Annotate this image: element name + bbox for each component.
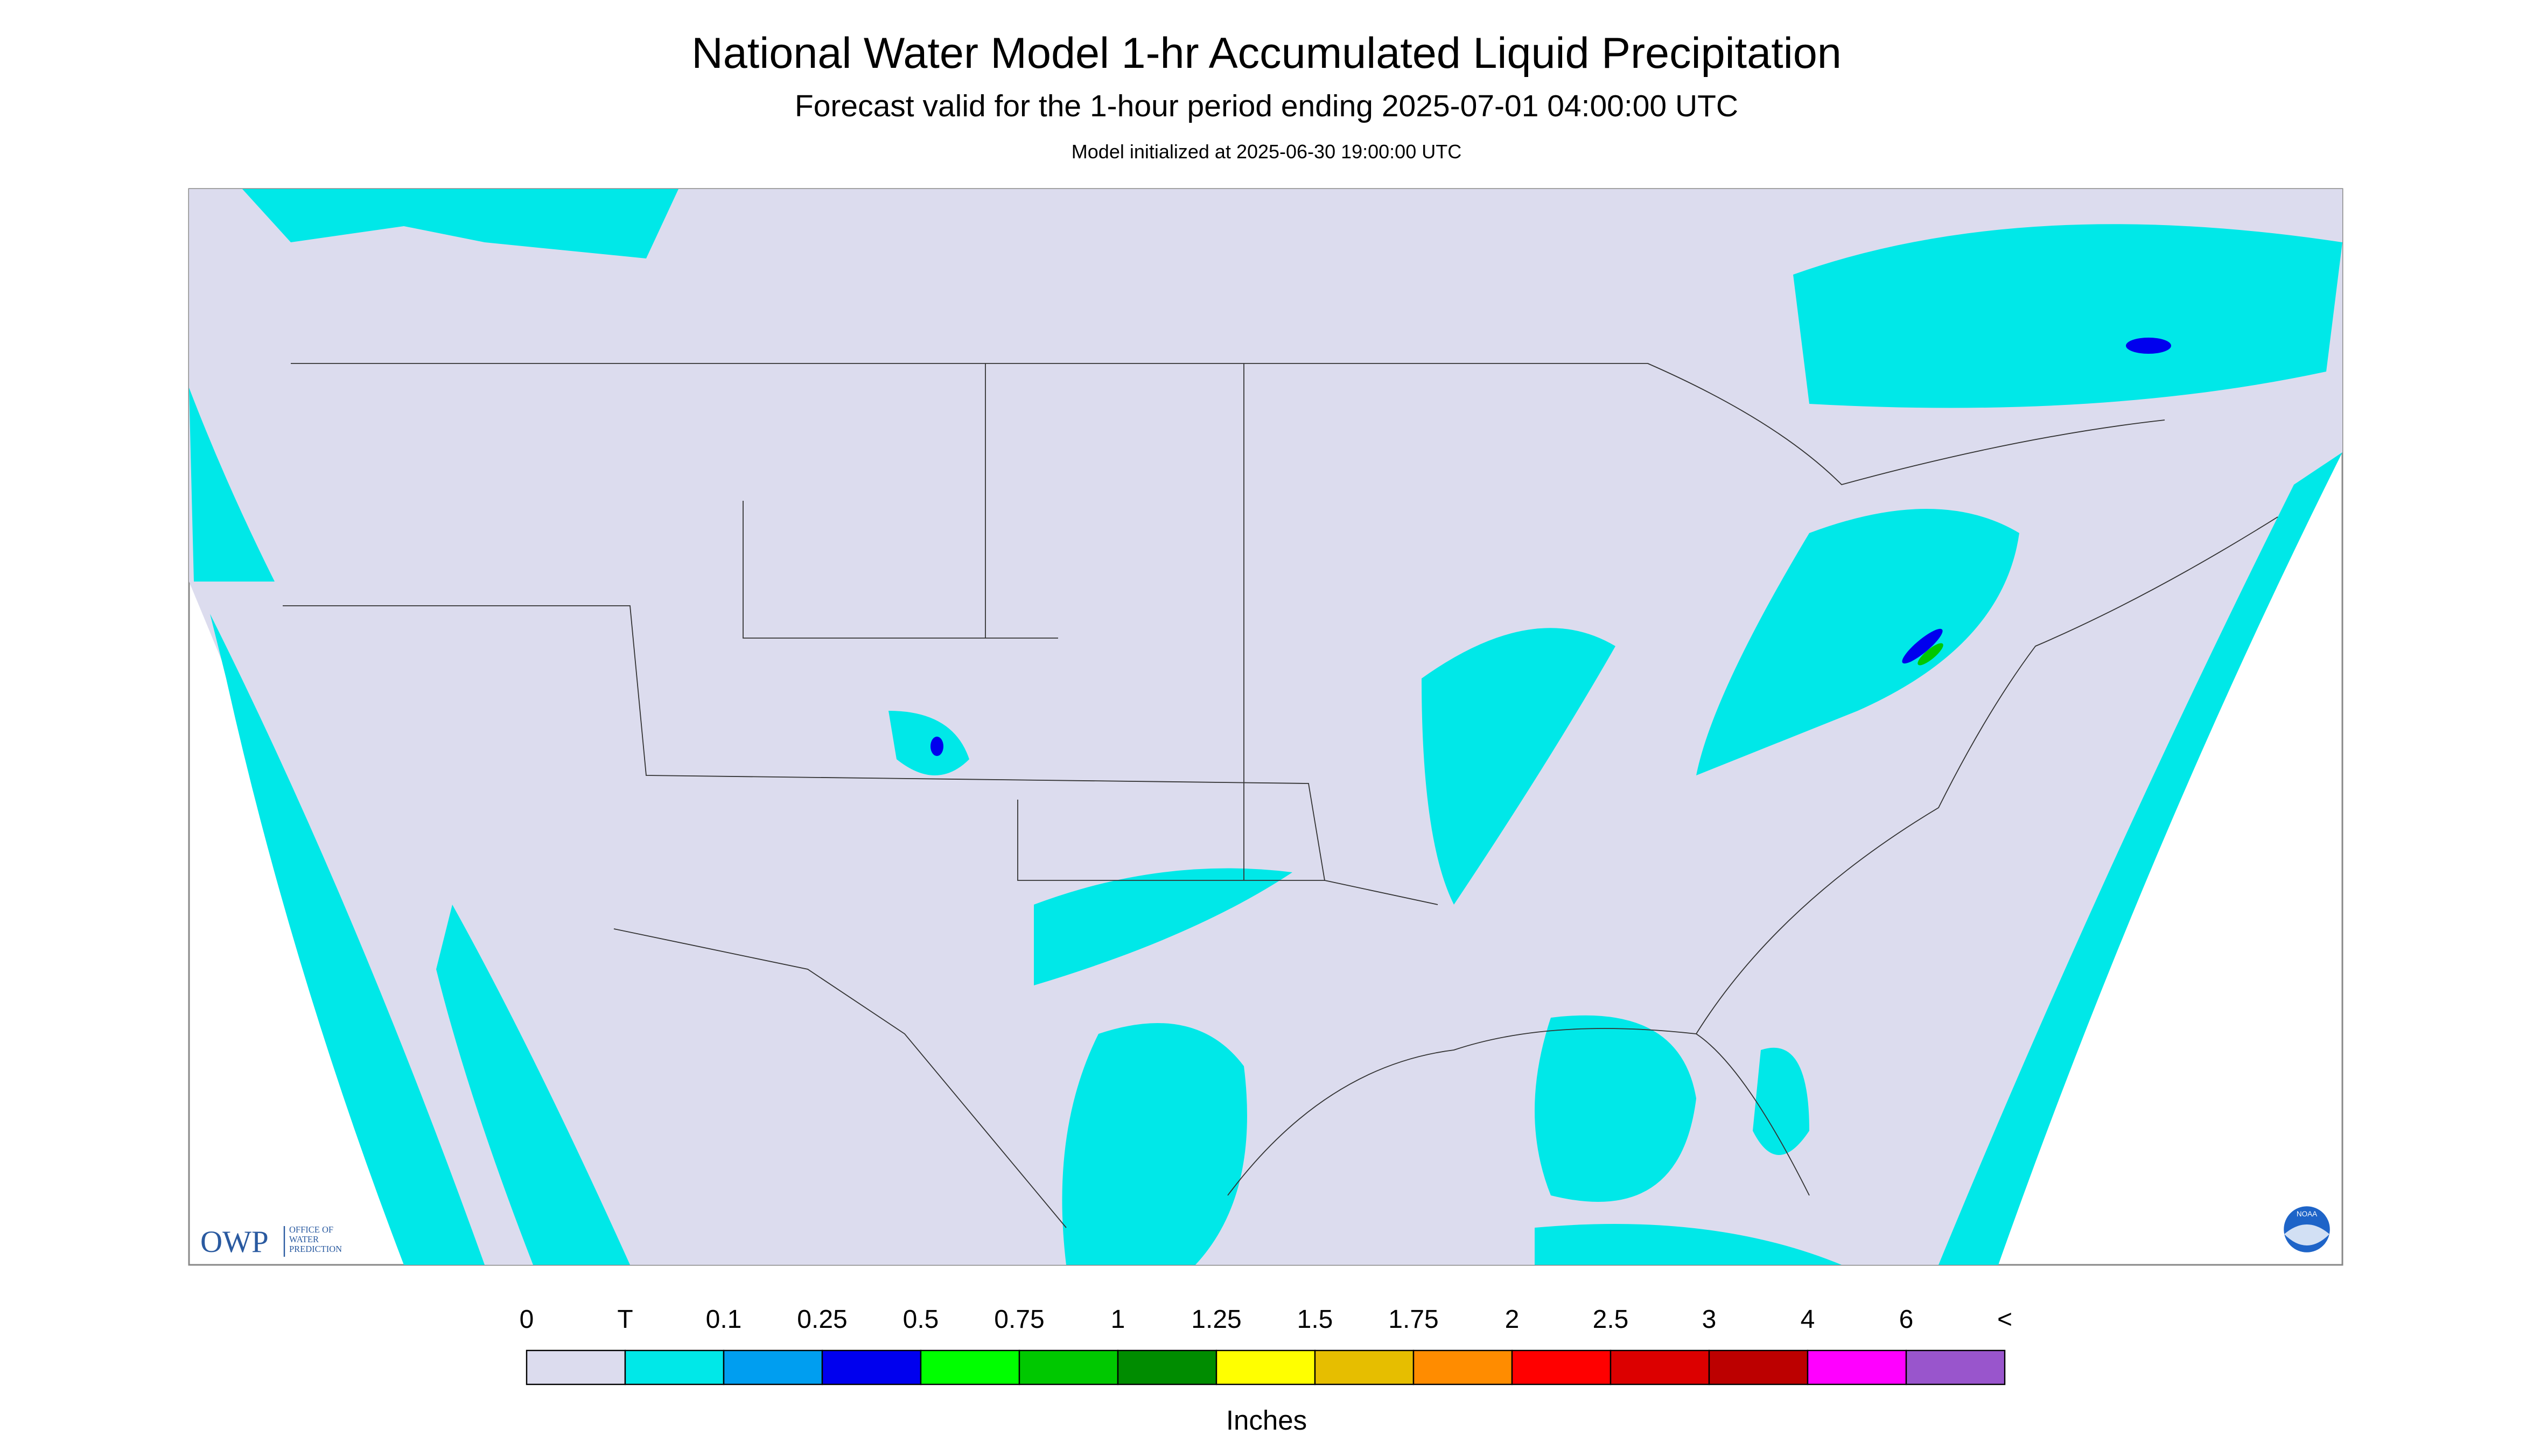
legend-label: 2.5 xyxy=(1593,1305,1629,1334)
noaa-logo-wave xyxy=(2284,1224,2329,1246)
legend: Inches 0 T 0.1 0.25 0.5 0.75 1 1.25 1.5 1.75 2 2.5 3… xyxy=(520,1305,2012,1436)
owp-logo-text: PREDICTION xyxy=(289,1244,342,1254)
precip-area xyxy=(1696,509,2019,776)
owp-logo-text: WATER xyxy=(289,1234,319,1244)
map: OWP OFFICE OF WATER PREDICTION NOAA xyxy=(188,188,2343,1266)
legend-label: 2 xyxy=(1505,1305,1520,1334)
legend-label: 1 xyxy=(1111,1305,1125,1334)
legend-swatch xyxy=(1018,1349,1119,1385)
legend-label: 3 xyxy=(1702,1305,1717,1334)
coast-line xyxy=(1696,516,2278,1034)
precip-area xyxy=(1535,1224,1842,1265)
legend-label: 1.25 xyxy=(1191,1305,1241,1334)
legend-swatch xyxy=(1215,1349,1316,1385)
legend-label: 0.75 xyxy=(994,1305,1044,1334)
boundaries xyxy=(283,363,2278,1228)
precip-area xyxy=(1753,1047,1809,1156)
legend-swatch xyxy=(1708,1349,1809,1385)
owp-logo: OWP xyxy=(200,1225,269,1259)
precip-area xyxy=(1034,868,1292,986)
precip-area xyxy=(189,388,275,582)
precip-area xyxy=(1422,628,1615,905)
precip-area xyxy=(1535,1015,1696,1202)
precip-area xyxy=(1939,452,2342,1265)
legend-swatch xyxy=(723,1349,823,1385)
precip-area xyxy=(930,737,943,757)
subtitle: Forecast valid for the 1-hour period end… xyxy=(795,89,1738,123)
init-time: Model initialized at 2025-06-30 19:00:00… xyxy=(1072,141,1461,163)
owp-logo-text: OFFICE OF xyxy=(289,1224,333,1235)
precip-heavy xyxy=(930,338,2171,757)
legend-label: T xyxy=(617,1305,633,1334)
legend-swatch xyxy=(1117,1349,1217,1385)
precip-area xyxy=(1062,1023,1247,1265)
border-line xyxy=(613,928,1067,1228)
title: National Water Model 1-hr Accumulated Li… xyxy=(691,29,1842,78)
legend-label: 0.25 xyxy=(797,1305,847,1334)
legend-unit: Inches xyxy=(1226,1405,1307,1436)
precip-area xyxy=(1793,224,2342,408)
legend-label: 1.75 xyxy=(1388,1305,1438,1334)
precip-area xyxy=(210,614,485,1265)
legend-label: 0 xyxy=(520,1305,534,1334)
legend-label: 6 xyxy=(1899,1305,1914,1334)
legend-swatch xyxy=(1807,1349,1907,1385)
coast-line xyxy=(1227,1028,1810,1196)
precip-area xyxy=(1918,643,1943,666)
precip-area xyxy=(436,905,630,1265)
map-domain xyxy=(189,189,2342,1265)
legend-swatch xyxy=(526,1349,626,1385)
legend-swatch xyxy=(1412,1349,1513,1385)
state-line xyxy=(283,605,1438,905)
legend-swatch xyxy=(1610,1349,1710,1385)
legend-label: 4 xyxy=(1801,1305,1815,1334)
legend-label: < xyxy=(1997,1305,2012,1334)
legend-label: 0.5 xyxy=(903,1305,939,1334)
state-line xyxy=(743,363,1325,881)
precip-area xyxy=(2126,338,2171,354)
legend-label: 1.5 xyxy=(1297,1305,1333,1334)
border-line xyxy=(291,363,2165,486)
precip-areas xyxy=(189,189,2342,1265)
precip-area xyxy=(242,189,678,259)
noaa-logo-text: NOAA xyxy=(2297,1210,2317,1218)
legend-swatch xyxy=(1905,1349,2006,1385)
precip-area xyxy=(888,711,969,776)
legend-swatch xyxy=(821,1349,922,1385)
precip-area xyxy=(1902,628,1943,664)
legend-swatch xyxy=(624,1349,725,1385)
legend-swatch xyxy=(920,1349,1020,1385)
legend-swatch xyxy=(1314,1349,1415,1385)
legend-label: 0.1 xyxy=(706,1305,742,1334)
legend-swatch xyxy=(1511,1349,1612,1385)
